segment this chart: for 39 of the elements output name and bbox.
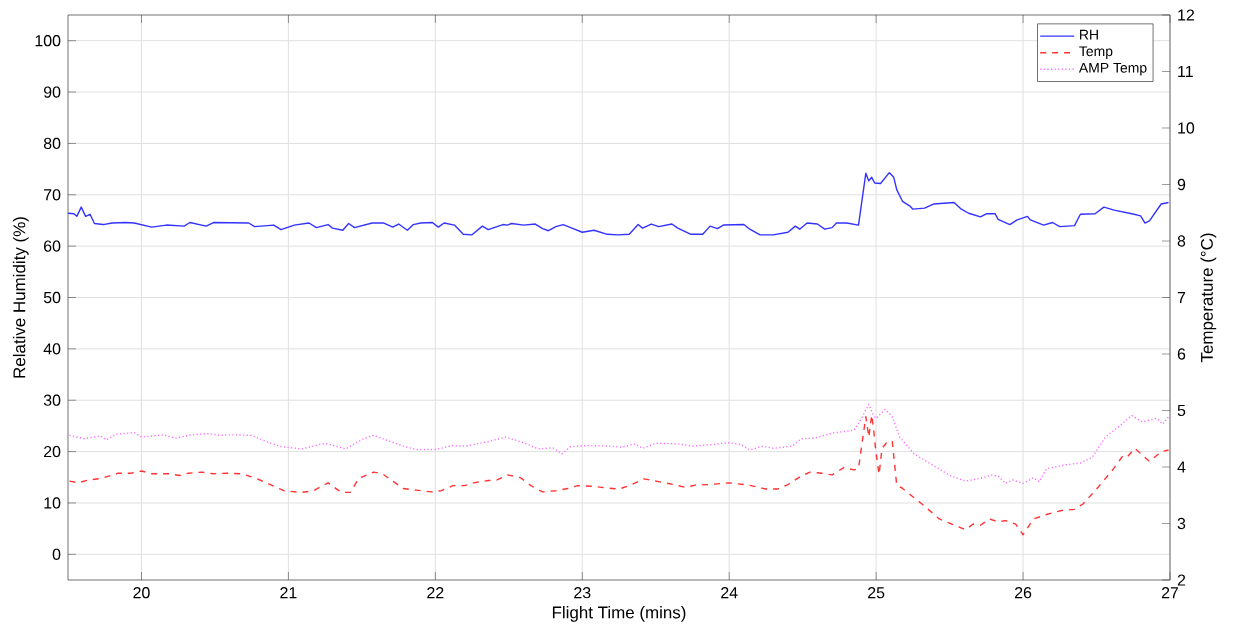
y2-axis-title: Temperature (°C)	[1200, 233, 1217, 363]
x-tick-label: 26	[1015, 587, 1032, 599]
y-tick-label: 30	[43, 394, 61, 406]
y-tick-label: 80	[43, 137, 61, 150]
x-tick-label: 20	[133, 587, 150, 599]
x-tick-label: 25	[868, 587, 885, 599]
y2-tick-label: 5	[1177, 404, 1186, 417]
x-tick-label: 21	[280, 587, 297, 599]
legend-label: RH	[1080, 29, 1098, 40]
y2-tick-label: 3	[1177, 517, 1186, 530]
y2-tick-label: 6	[1177, 348, 1186, 360]
y2-tick-label: 4	[1177, 461, 1186, 473]
line-series	[68, 403, 1170, 485]
y-tick-label: 60	[44, 240, 61, 252]
y-tick-label: 0	[52, 548, 61, 560]
y-tick-label: 100	[35, 35, 61, 47]
y2-tick-label: 11	[1178, 66, 1193, 77]
x-axis-title: Flight Time (mins)	[552, 606, 686, 622]
y-tick-label: 10	[44, 497, 61, 509]
x-tick-label: 22	[427, 587, 444, 599]
y-tick-label: 20	[44, 445, 61, 458]
x-tick-label: 27	[1161, 587, 1179, 599]
y2-tick-label: 2	[1177, 574, 1186, 586]
y2-tick-label: 7	[1177, 292, 1186, 303]
y-tick-label: 50	[43, 291, 61, 304]
y2-tick-label: 8	[1177, 235, 1186, 247]
line-series	[68, 171, 1170, 236]
legend-label: Temp	[1079, 46, 1113, 59]
y2-tick-label: 10	[1178, 122, 1195, 134]
x-tick-label: 24	[721, 587, 738, 599]
y2-tick-label: 9	[1177, 178, 1186, 191]
y-tick-label: 70	[44, 189, 61, 201]
y2-tick-label: 12	[1178, 9, 1194, 21]
y-axis-title: Relative Humidity (%)	[12, 217, 29, 378]
legend-label: AMP Temp	[1078, 62, 1147, 76]
y-tick-label: 90	[43, 86, 61, 98]
line-series	[68, 414, 1170, 536]
y-tick-label: 40	[43, 343, 61, 355]
x-tick-label: 23	[574, 587, 591, 599]
